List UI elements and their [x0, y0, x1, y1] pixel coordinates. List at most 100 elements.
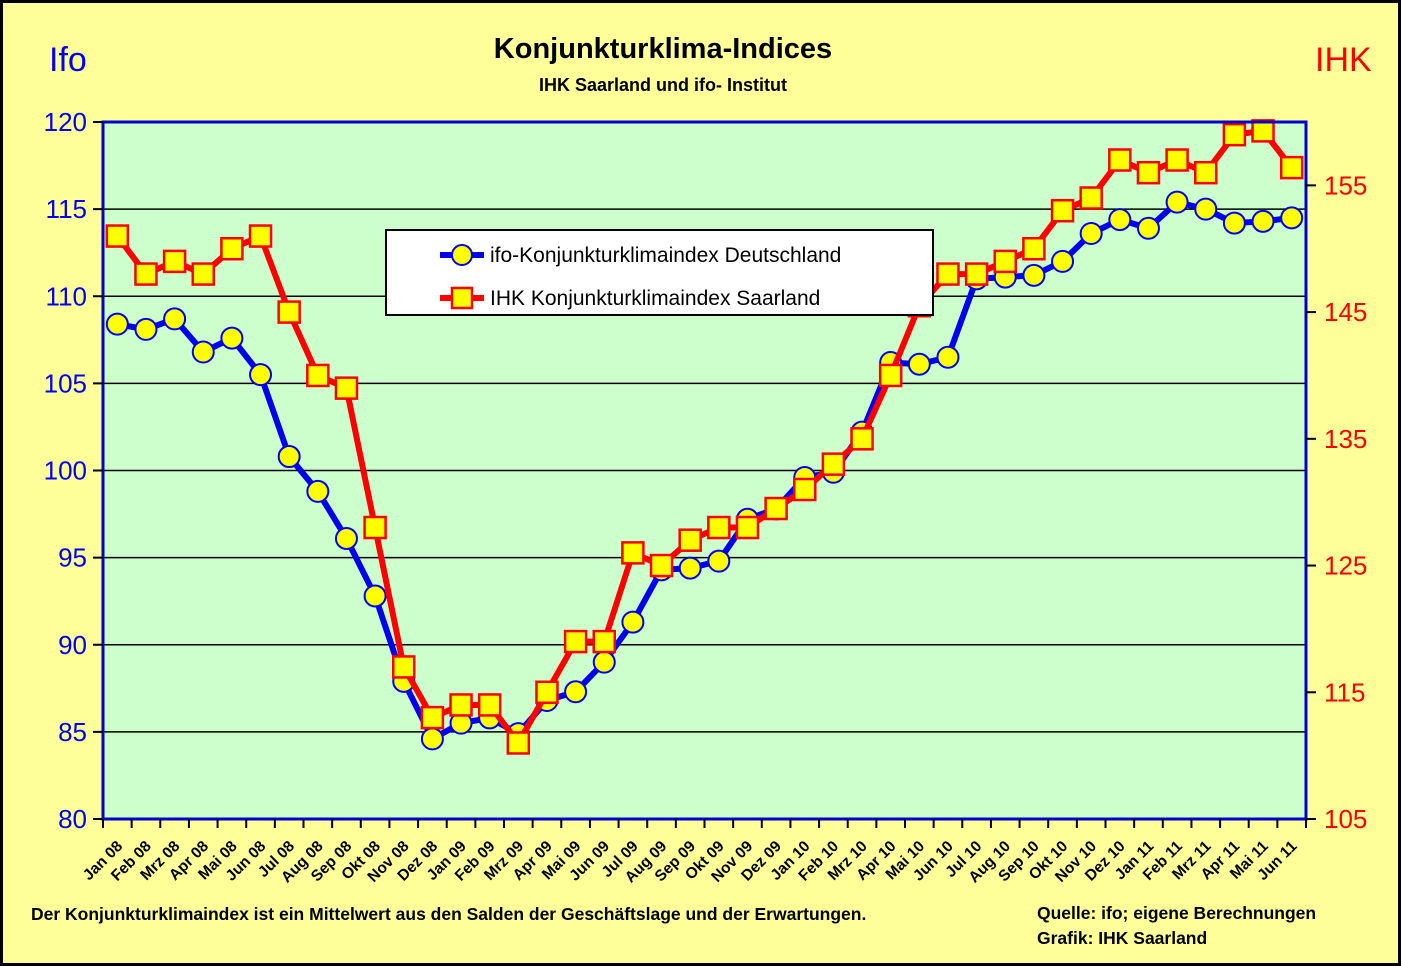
- left-axis-title: Ifo: [49, 41, 87, 79]
- data-point: [105, 312, 129, 336]
- data-point: [306, 363, 330, 388]
- data-point: [277, 445, 301, 469]
- left-tick-label: 115: [46, 194, 87, 224]
- left-tick-label: 120: [44, 107, 87, 137]
- data-point: [1194, 197, 1218, 221]
- data-point: [334, 526, 358, 550]
- data-point: [1050, 198, 1075, 223]
- data-point: [105, 224, 130, 248]
- data-point: [1051, 249, 1075, 273]
- data-point: [363, 515, 387, 540]
- footnote: Der Konjunkturklimaindex ist ein Mittelw…: [31, 904, 867, 924]
- right-tick-label: 105: [1324, 804, 1367, 834]
- chart-title: Konjunkturklima-Indices: [493, 33, 833, 65]
- data-point: [764, 496, 788, 521]
- data-point: [592, 650, 616, 674]
- data-point: [506, 731, 531, 755]
- left-tick-label: 100: [44, 456, 87, 486]
- data-point: [477, 693, 502, 717]
- data-point: [678, 528, 702, 552]
- data-point: [220, 326, 244, 350]
- chart-canvas: 80 85 90 95 100 105 110 115 120 105 115 125 135 145 15…: [44, 107, 1368, 886]
- right-tick-label: 125: [1324, 551, 1367, 581]
- data-point: [1108, 148, 1132, 172]
- right-tick-label: 145: [1324, 297, 1367, 327]
- data-point: [191, 340, 215, 364]
- left-tick-label: 95: [58, 543, 87, 573]
- data-point: [564, 680, 588, 704]
- data-point: [1251, 209, 1275, 233]
- data-point: [134, 317, 158, 341]
- series-ifo: [105, 190, 1304, 751]
- data-point: [1079, 186, 1103, 210]
- data-point: [1251, 119, 1275, 143]
- chart-subtitle: IHK Saarland und ifo- Institut: [539, 75, 787, 95]
- left-tick-label: 105: [44, 368, 87, 398]
- right-axis: 105 115 125 135 145 155: [1306, 170, 1367, 834]
- left-tick-label: 110: [46, 281, 87, 311]
- data-point: [936, 262, 960, 286]
- data-point: [134, 262, 158, 286]
- data-point: [1079, 222, 1103, 246]
- data-point: [1222, 122, 1247, 147]
- data-point: [334, 376, 359, 400]
- data-point: [392, 655, 416, 679]
- legend-label: ifo-Konjunkturklimaindex Deutschland: [490, 244, 841, 267]
- data-point: [993, 249, 1017, 274]
- data-point: [1022, 236, 1046, 261]
- left-tick-label: 85: [58, 717, 87, 747]
- data-point: [306, 479, 330, 503]
- source-credit: Quelle: ifo; eigene Berechnungen Grafik:…: [1037, 901, 1316, 951]
- data-point: [191, 262, 215, 286]
- data-point: [1222, 211, 1246, 235]
- left-tick-label: 80: [58, 804, 87, 834]
- data-point: [707, 549, 731, 573]
- right-tick-label: 135: [1324, 424, 1367, 454]
- data-point: [878, 363, 903, 388]
- data-point: [1165, 190, 1189, 214]
- right-tick-label: 155: [1324, 170, 1367, 200]
- source-line-2: Grafik: IHK Saarland: [1037, 928, 1208, 948]
- legend-label: IHK Konjunkturklimaindex Saarland: [490, 287, 820, 310]
- left-axis: 80 85 90 95 100 105 110 115 120: [44, 107, 103, 834]
- data-point: [1280, 206, 1304, 230]
- legend-item-ihk: IHK Konjunkturklimaindex Saarland: [440, 286, 820, 310]
- data-point: [163, 307, 187, 331]
- data-point: [621, 541, 645, 565]
- data-point: [162, 249, 187, 274]
- legend-marker-square: [450, 286, 474, 310]
- data-point: [220, 236, 244, 261]
- data-point: [735, 515, 760, 540]
- data-point: [420, 727, 444, 751]
- data-point: [1136, 216, 1160, 240]
- gridlines: [103, 208, 1306, 733]
- data-point: [649, 553, 674, 578]
- data-point: [563, 629, 588, 654]
- data-point: [936, 345, 960, 369]
- data-point: [363, 584, 387, 608]
- data-point: [1022, 263, 1046, 287]
- data-point: [248, 224, 273, 248]
- data-point: [1194, 160, 1218, 185]
- left-tick-label: 90: [58, 630, 87, 660]
- data-point: [793, 477, 817, 502]
- data-point: [964, 262, 989, 286]
- data-point: [850, 427, 874, 451]
- data-point: [907, 352, 931, 376]
- legend: ifo-Konjunkturklimaindex Deutschland IHK …: [385, 229, 934, 316]
- data-point: [592, 629, 616, 654]
- data-point: [621, 610, 645, 634]
- data-point: [707, 515, 731, 540]
- legend-item-ifo: ifo-Konjunkturklimaindex Deutschland: [440, 244, 841, 267]
- source-line-1: Quelle: ifo; eigene Berechnungen: [1037, 903, 1317, 923]
- data-point: [449, 693, 473, 717]
- data-point: [420, 705, 445, 730]
- data-point: [678, 556, 702, 580]
- right-axis-title: IHK: [1315, 41, 1372, 79]
- data-point: [1279, 155, 1304, 180]
- legend-marker-circle: [451, 244, 473, 266]
- data-point: [277, 300, 301, 324]
- right-tick-label: 115: [1324, 677, 1365, 707]
